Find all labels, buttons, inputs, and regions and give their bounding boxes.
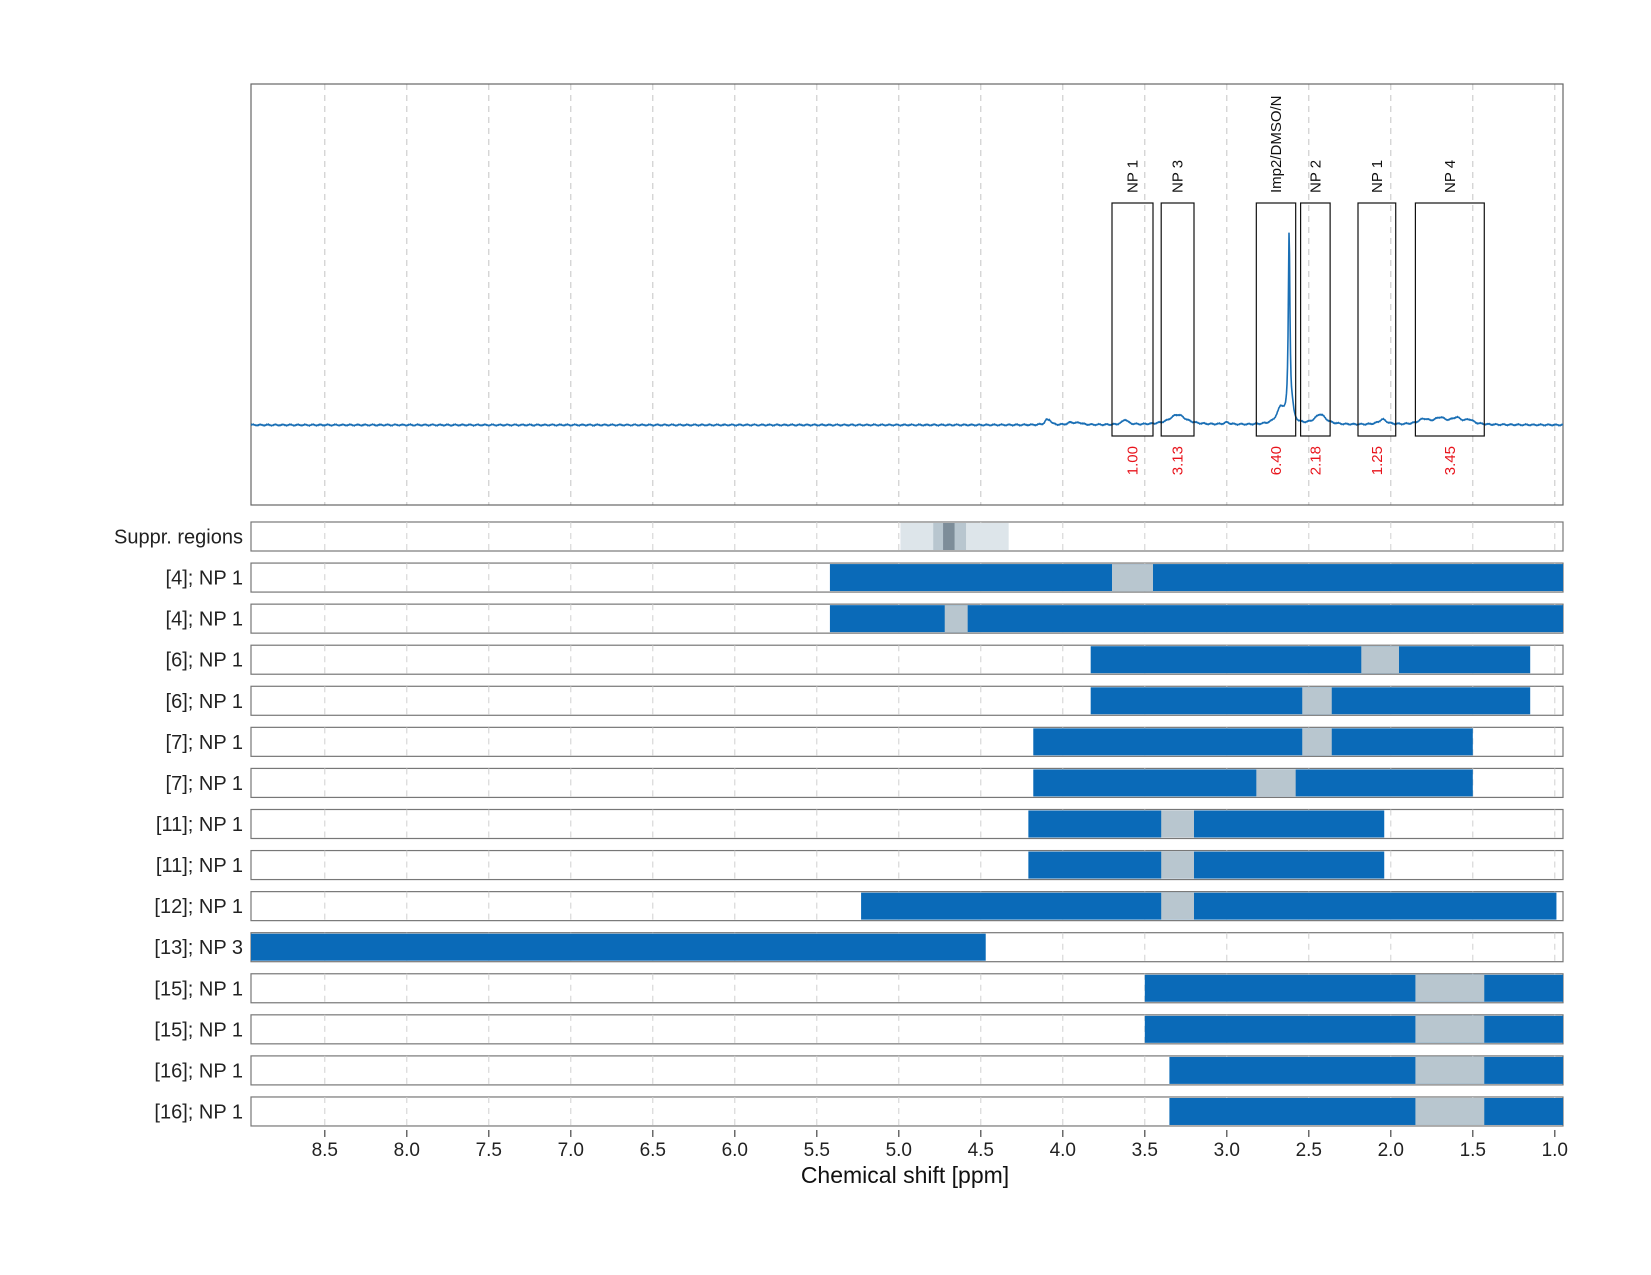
- track-range-bar: [1033, 728, 1473, 756]
- x-axis: 8.5 8.0 7.5 7.0 6.5 6.0 5.5 5.0 4.5 4.0 3.5 3.0 2.5 2…: [312, 1129, 1568, 1161]
- spectrum-frame: [250, 83, 1564, 506]
- x-tick-label: 5.5: [804, 1140, 830, 1161]
- track-label: [4]; NP 1: [166, 609, 243, 631]
- x-tick-label: 7.5: [476, 1140, 502, 1161]
- track-range-bar: [1090, 646, 1531, 674]
- annotation-label: NP 1: [1125, 160, 1142, 193]
- track-range-bar: [829, 605, 1563, 633]
- track-label: [11]; NP 1: [156, 814, 243, 836]
- track-range-bar: [251, 933, 986, 961]
- annotation-label: NP 4: [1442, 160, 1459, 193]
- annotation-box: [1357, 202, 1397, 437]
- x-tick-label: 6.0: [722, 1140, 748, 1161]
- integral-value: 3.45: [1442, 446, 1459, 475]
- annotation-box: [1414, 202, 1485, 437]
- track-label: [7]; NP 1: [166, 773, 243, 795]
- track-excluded-region: [1302, 728, 1332, 756]
- track-label: [15]; NP 1: [154, 978, 243, 1000]
- annotation-box: [1160, 202, 1195, 437]
- track-range-bar: [829, 564, 1563, 592]
- x-tick-label: 1.0: [1542, 1140, 1568, 1161]
- track-excluded-region: [1256, 769, 1296, 797]
- x-tick-label: 8.5: [312, 1140, 338, 1161]
- track-label: [16]; NP 1: [154, 1101, 243, 1123]
- annotation-box: [1255, 202, 1297, 437]
- annotation-box: [1111, 202, 1154, 437]
- x-tick-label: 8.0: [394, 1140, 420, 1161]
- track-excluded-region: [1415, 1097, 1485, 1125]
- integral-value: 2.18: [1307, 446, 1324, 475]
- annotation-label: NP 3: [1170, 160, 1187, 193]
- range-tracks: Suppr. regions [4]; NP 1 [4]; NP 1 [6]; NP …: [114, 521, 1564, 1127]
- track-excluded-region: [1361, 646, 1399, 674]
- track-range-bar: [1028, 810, 1385, 838]
- x-tick-label: 3.5: [1132, 1140, 1158, 1161]
- integral-value: 1.00: [1125, 446, 1142, 475]
- track-range-bar: [861, 892, 1557, 920]
- track-excluded-region: [1415, 1056, 1485, 1084]
- annotation-label: Imp2/DMSO/N: [1268, 95, 1285, 193]
- integral-value: 3.13: [1170, 446, 1187, 475]
- track-excluded-region: [1302, 687, 1332, 715]
- x-tick-label: 1.5: [1460, 1140, 1486, 1161]
- x-tick-label: 2.5: [1296, 1140, 1322, 1161]
- track-excluded-region: [1161, 892, 1194, 920]
- x-tick-label: 2.0: [1378, 1140, 1404, 1161]
- integral-value: 6.40: [1268, 446, 1285, 475]
- track-label: [7]; NP 1: [166, 732, 243, 754]
- track-excluded-region: [1112, 564, 1153, 592]
- track-range-bar: [1033, 769, 1473, 797]
- x-axis-label: Chemical shift [ppm]: [801, 1162, 1009, 1188]
- track-range-bar: [1144, 1015, 1563, 1043]
- track-excluded-region: [1415, 974, 1485, 1002]
- track-label: [15]; NP 1: [154, 1019, 243, 1041]
- track-label: [11]; NP 1: [156, 855, 243, 877]
- track-label: [6]; NP 1: [166, 691, 243, 713]
- track-label: [6]; NP 1: [166, 650, 243, 672]
- track-label: [12]; NP 1: [154, 896, 243, 918]
- spectrum-panel: NP 1 1.00 NP 3 3.13 Imp2/DMSO/N 6.40 NP 2 2.18 N…: [250, 83, 1564, 506]
- track-range-bar: [1028, 851, 1385, 879]
- x-tick-label: 6.5: [640, 1140, 666, 1161]
- track-range-bar: [1144, 974, 1563, 1002]
- track-label: Suppr. regions: [114, 527, 243, 549]
- track-label: [13]; NP 3: [154, 937, 243, 959]
- track-excluded-region: [944, 605, 968, 633]
- track-range-bar: [1169, 1097, 1563, 1125]
- x-tick-label: 4.0: [1050, 1140, 1076, 1161]
- track-excluded-region: [1161, 810, 1194, 838]
- annotation-label: NP 1: [1369, 160, 1386, 193]
- track-excluded-region: [1161, 851, 1194, 879]
- annotation-label: NP 2: [1307, 160, 1324, 193]
- track-excluded-region: [1415, 1015, 1485, 1043]
- x-tick-label: 5.0: [886, 1140, 912, 1161]
- annotation-box: [1299, 202, 1331, 437]
- suppr-band: [943, 523, 955, 550]
- grid-lines: [324, 84, 1556, 505]
- x-tick-label: 3.0: [1214, 1140, 1240, 1161]
- x-tick-label: 4.5: [968, 1140, 994, 1161]
- integral-value: 1.25: [1369, 446, 1386, 475]
- spectrum-trace: [250, 232, 1563, 427]
- x-tick-label: 7.0: [558, 1140, 584, 1161]
- track-range-bar: [1169, 1056, 1563, 1084]
- track-label: [16]; NP 1: [154, 1060, 243, 1082]
- track-label: [4]; NP 1: [166, 568, 243, 590]
